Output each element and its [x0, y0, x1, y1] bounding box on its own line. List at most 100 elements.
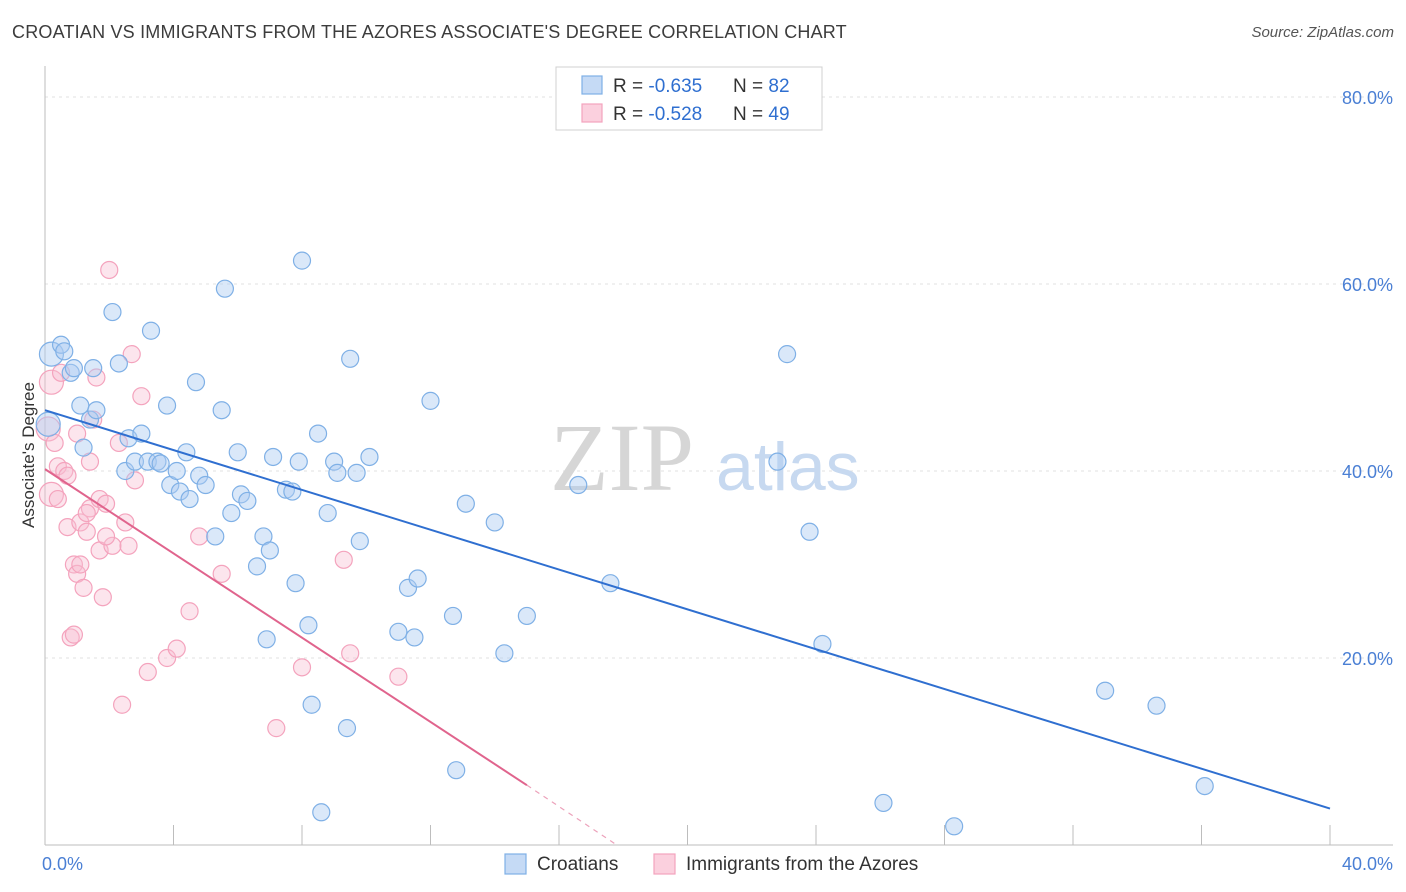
- azores-point: [119, 536, 138, 555]
- croatians-point: [125, 452, 145, 471]
- azores-point: [292, 658, 312, 677]
- croatians-point: [228, 443, 247, 462]
- svg-text:N = 82: N = 82: [733, 76, 790, 97]
- svg-text:R = -0.528: R = -0.528: [613, 104, 702, 125]
- azores-point: [45, 433, 64, 453]
- azores-point: [77, 522, 96, 541]
- croatians-point: [151, 454, 170, 473]
- croatians-point: [495, 644, 514, 663]
- azores-point: [389, 667, 408, 686]
- azores-point: [138, 662, 157, 682]
- croatians-point: [87, 401, 106, 420]
- x-tick-label-0: 0.0%: [42, 854, 83, 874]
- series-croatians-points: [35, 251, 1214, 836]
- croatians-point: [308, 424, 328, 443]
- azores-point: [125, 471, 145, 490]
- azores-point: [167, 639, 186, 658]
- croatians-point: [1147, 696, 1166, 715]
- croatians-point: [517, 606, 536, 626]
- azores-point: [77, 503, 96, 523]
- croatians-point: [286, 574, 305, 593]
- azores-point: [96, 527, 116, 546]
- azores-point: [112, 695, 132, 714]
- watermark-zip: ZIP: [550, 404, 694, 511]
- croatians-point: [289, 452, 308, 471]
- series-azores-points: [35, 260, 408, 738]
- croatians-point: [360, 447, 379, 467]
- azores-point: [74, 578, 93, 597]
- legend-swatch-croatians[interactable]: [504, 853, 527, 875]
- y-tick-label-80: 80.0%: [1342, 88, 1393, 108]
- svg-text:N = 49: N = 49: [733, 104, 790, 125]
- azores-point: [109, 433, 128, 453]
- croatians-point: [167, 461, 186, 481]
- croatians-point: [109, 354, 128, 373]
- azores-point: [71, 513, 90, 532]
- croatians-point: [64, 359, 84, 378]
- watermark-atlas: atlas: [716, 429, 860, 505]
- stats-swatch-azores: [581, 103, 603, 123]
- croatians-point: [186, 373, 206, 392]
- grid-lines: [45, 96, 1393, 659]
- croatians-point: [206, 527, 225, 546]
- azores-point: [267, 719, 286, 738]
- croatians-point: [569, 475, 588, 495]
- series-legend: Croatians Immigrants from the Azores: [504, 853, 918, 875]
- azores-point: [58, 466, 77, 485]
- stats-n-value-croatians: 82: [768, 76, 789, 97]
- stats-r-value-azores: -0.528: [648, 104, 702, 125]
- azores-point: [157, 648, 177, 668]
- croatians-point: [299, 616, 318, 635]
- croatians-point: [1195, 776, 1214, 796]
- croatians-point: [1096, 681, 1115, 700]
- croatians-point: [215, 279, 234, 298]
- croatians-point: [337, 719, 357, 738]
- y-tick-label-60: 60.0%: [1342, 275, 1393, 295]
- stats-r-label-croatians: R =: [613, 76, 648, 97]
- chart-title: CROATIAN VS IMMIGRANTS FROM THE AZORES A…: [12, 22, 847, 42]
- stats-n-value-azores: 49: [768, 104, 789, 125]
- croatians-point: [257, 630, 276, 649]
- stats-r-label-azores: R =: [613, 104, 648, 125]
- croatians-point: [341, 349, 360, 368]
- croatians-point: [447, 761, 466, 780]
- croatians-point: [800, 522, 819, 541]
- croatians-point: [170, 482, 190, 501]
- croatians-point: [157, 396, 177, 415]
- legend-swatch-azores[interactable]: [653, 853, 676, 875]
- croatians-point: [292, 251, 312, 270]
- azores-point: [190, 527, 209, 546]
- croatians-point: [148, 452, 167, 471]
- azores-point: [122, 345, 141, 364]
- x-tick-label-40: 40.0%: [1342, 854, 1393, 874]
- croatians-point: [768, 452, 787, 471]
- croatians-point: [389, 622, 408, 641]
- croatians-point: [260, 541, 279, 560]
- croatians-point: [238, 491, 257, 511]
- croatians-point: [874, 793, 893, 813]
- legend-label-azores[interactable]: Immigrants from the Azores: [686, 854, 918, 875]
- croatians-point: [196, 475, 215, 495]
- x-tick-labels: 0.0% 40.0%: [42, 854, 1393, 874]
- croatians-point: [325, 452, 344, 471]
- croatians-trend-line: [44, 409, 1331, 810]
- croatians-point: [443, 606, 463, 626]
- croatians-point: [212, 401, 231, 420]
- stats-n-label-azores: N =: [733, 104, 768, 125]
- chart-source: Source: ZipAtlas.com: [1251, 24, 1394, 41]
- azores-point: [132, 387, 151, 406]
- azores-point: [61, 628, 80, 647]
- croatians-point: [421, 391, 440, 410]
- croatians-point: [116, 461, 135, 481]
- croatians-point: [302, 695, 321, 714]
- croatians-point: [222, 503, 241, 523]
- azores-point: [71, 555, 90, 574]
- legend-label-croatians[interactable]: Croatians: [537, 854, 618, 875]
- croatians-point: [84, 359, 103, 378]
- croatians-point: [74, 438, 93, 457]
- stats-r-value-croatians: -0.635: [648, 76, 702, 97]
- y-tick-label-20: 20.0%: [1342, 649, 1393, 669]
- croatians-point: [813, 634, 832, 654]
- y-tick-labels: 20.0% 40.0% 60.0% 80.0%: [1342, 88, 1393, 669]
